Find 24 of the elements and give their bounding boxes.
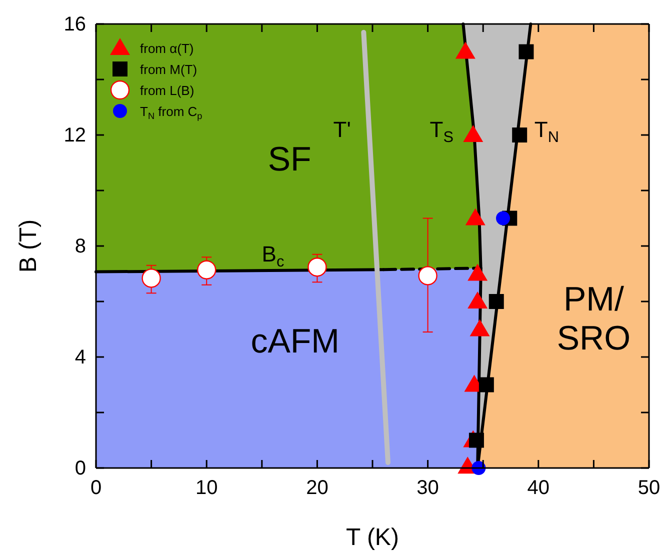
y-tick-label: 4 xyxy=(74,346,86,368)
annotation: T' xyxy=(333,117,351,142)
legend-label: T$_{N}$ from C$_{p}$ xyxy=(140,104,202,121)
x-tick-label: 30 xyxy=(416,477,439,500)
x-axis-title: T (K) xyxy=(346,524,399,551)
y-tick-label: 0 xyxy=(74,457,86,480)
annotation: cAFM xyxy=(250,322,340,361)
x-tick-label: 40 xyxy=(527,477,550,500)
annotation: T$_{S}$ xyxy=(430,117,454,146)
x-tick-label: 50 xyxy=(638,477,660,500)
y-tick-label: 8 xyxy=(74,235,86,258)
legend-label: from α(T) xyxy=(140,41,194,56)
x-tick-label: 20 xyxy=(306,477,328,500)
annotation: B$_{c}$ xyxy=(262,242,284,270)
x-tick-label: 10 xyxy=(195,477,218,500)
x-tick-label: 0 xyxy=(90,477,102,500)
legend-label: from L(B) xyxy=(140,83,194,98)
y-tick-label: 12 xyxy=(64,124,86,146)
y-tick-label: 16 xyxy=(64,13,86,36)
legend-label: from M(T) xyxy=(140,62,198,77)
annotation: T$_{N}$ xyxy=(534,117,559,146)
annotation: SF xyxy=(268,140,312,179)
y-axis-title: B (T) xyxy=(15,219,42,273)
annotation: PM/ SRO xyxy=(556,280,631,358)
